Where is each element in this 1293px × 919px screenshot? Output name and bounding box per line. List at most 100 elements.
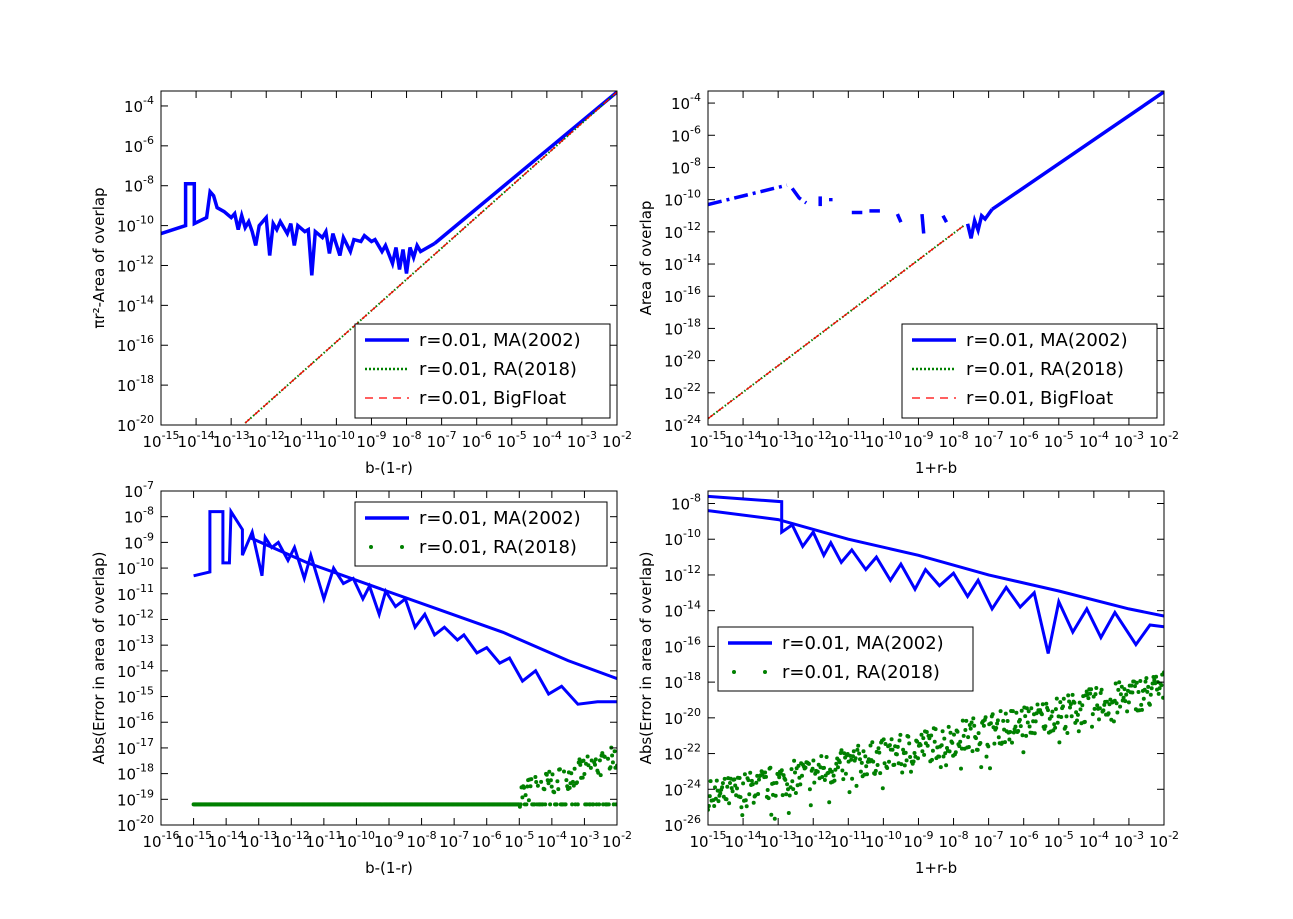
scatter-point — [766, 796, 771, 801]
scatter-point — [1082, 719, 1087, 724]
scatter-point — [741, 781, 746, 786]
scatter-point — [887, 759, 891, 764]
scatter-point — [948, 730, 953, 735]
series-line — [991, 91, 1164, 211]
scatter-point — [858, 757, 862, 762]
scatter-point — [810, 766, 815, 771]
x-tick-label: 10-11 — [305, 829, 342, 851]
scatter-point — [732, 777, 737, 782]
scatter-point — [1066, 693, 1071, 698]
x-tick-label: 10-9 — [356, 429, 386, 451]
scatter-point — [882, 761, 887, 766]
scatter-point — [1076, 729, 1081, 734]
scatter-point — [555, 779, 560, 784]
scatter-point — [542, 787, 547, 792]
scatter-point — [1024, 706, 1029, 711]
scatter-point — [944, 763, 949, 768]
scatter-point — [1123, 699, 1128, 704]
scatter-point — [790, 779, 795, 784]
legend-label: r=0.01, MA(2002) — [966, 330, 1128, 351]
x-tick-label: 10-2 — [1149, 429, 1179, 451]
y-tick-label: 10-4 — [124, 94, 154, 116]
scatter-point — [570, 802, 575, 807]
scatter-point — [839, 748, 844, 753]
scatter-point — [738, 795, 743, 800]
x-tick-label: 10-5 — [497, 429, 527, 451]
scatter-point — [1080, 703, 1085, 708]
x-tick-label: 10-5 — [1044, 429, 1074, 451]
scatter-point — [929, 733, 934, 738]
x-tick-label: 10-4 — [1079, 429, 1109, 451]
scatter-point — [764, 774, 768, 779]
scatter-point — [863, 754, 868, 759]
scatter-point — [924, 730, 929, 734]
x-tick-label: 10-14 — [725, 829, 762, 851]
scatter-point — [727, 801, 732, 806]
scatter-point — [606, 802, 611, 807]
scatter-point — [978, 741, 983, 745]
scatter-point — [824, 755, 829, 759]
x-axis-label: b-(1-r) — [365, 859, 413, 877]
x-tick-label: 10-13 — [240, 829, 277, 851]
scatter-point — [769, 812, 774, 817]
scatter-point — [749, 778, 754, 783]
scatter-point — [892, 762, 897, 767]
scatter-point — [1007, 737, 1012, 742]
y-tick-label: 10-4 — [671, 91, 701, 113]
y-tick-label: 10-10 — [664, 527, 701, 549]
series-line — [895, 213, 903, 223]
scatter-point — [1049, 714, 1054, 719]
scatter-point — [963, 728, 968, 732]
scatter-point — [1148, 692, 1153, 697]
scatter-point — [1156, 691, 1161, 696]
scatter-point — [756, 792, 761, 796]
series-line — [965, 208, 994, 239]
scatter-point — [820, 775, 825, 779]
scatter-point — [525, 784, 530, 789]
scatter-point — [784, 792, 789, 797]
scatter-point — [781, 773, 786, 778]
scatter-point — [596, 770, 601, 775]
scatter-point — [544, 772, 549, 777]
scatter-point — [964, 718, 969, 723]
scatter-point — [833, 767, 838, 772]
scatter-point — [1113, 681, 1118, 686]
x-tick-label: 10-15 — [142, 429, 179, 451]
scatter-point — [1115, 710, 1120, 715]
y-tick-label: 10-6 — [124, 134, 154, 156]
scatter-point — [1008, 730, 1013, 734]
scatter-point — [803, 765, 808, 770]
scatter-point — [1001, 718, 1006, 723]
scatter-point — [610, 760, 615, 765]
x-tick-label: 10-15 — [175, 829, 212, 851]
y-tick-label: 10-17 — [117, 736, 154, 758]
x-tick-label: 10-7 — [974, 829, 1004, 851]
scatter-point — [800, 773, 804, 778]
scatter-point — [543, 802, 548, 807]
plot-frame — [707, 90, 1165, 426]
scatter-point — [720, 785, 725, 790]
scatter-point — [1159, 683, 1164, 688]
scatter-point — [1021, 750, 1026, 755]
series-line — [248, 535, 617, 681]
scatter-point — [598, 773, 603, 778]
scatter-point — [549, 784, 554, 789]
scatter-point — [535, 783, 540, 788]
x-tick-label: 10-10 — [318, 429, 355, 451]
x-tick-label: 10-8 — [407, 829, 437, 851]
scatter-point — [1040, 702, 1045, 707]
scatter-point — [1086, 696, 1091, 701]
scatter-point — [562, 769, 566, 774]
plot-area — [161, 91, 617, 424]
scatter-point — [1116, 687, 1121, 692]
scatter-point — [774, 780, 779, 785]
scatter-point — [1003, 740, 1007, 745]
x-tick-label: 10-14 — [725, 429, 762, 451]
scatter-point — [520, 795, 525, 800]
y-axis-label: Abs(Error in area of overlap) — [637, 552, 655, 765]
scatter-point — [898, 732, 903, 737]
scatter-point — [885, 766, 890, 770]
scatter-point — [920, 749, 925, 754]
scatter-point — [995, 721, 1000, 726]
scatter-point — [946, 724, 951, 729]
